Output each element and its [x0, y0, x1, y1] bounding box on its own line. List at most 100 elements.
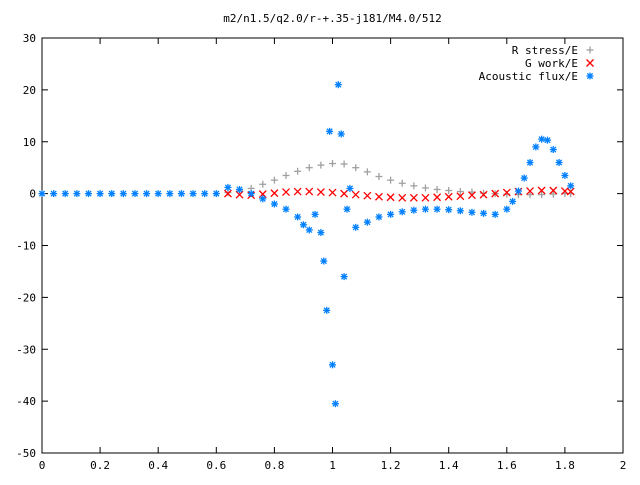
data-point [352, 223, 360, 231]
data-point [305, 187, 314, 196]
data-point [363, 218, 371, 226]
data-point [328, 188, 337, 197]
data-point [334, 81, 342, 89]
data-point [468, 208, 476, 216]
data-point [421, 184, 429, 192]
data-point [305, 164, 313, 172]
y-tick-label: -10 [16, 240, 36, 253]
data-point [343, 205, 351, 213]
data-point [270, 176, 278, 184]
x-tick-label: 2 [620, 459, 627, 472]
data-point [119, 190, 127, 198]
data-series [38, 81, 575, 408]
x-tick-label: 1 [329, 459, 336, 472]
data-point [317, 161, 325, 169]
data-point [177, 190, 185, 198]
data-point [398, 179, 406, 187]
x-tick-label: 1.2 [381, 459, 401, 472]
series-0 [224, 160, 575, 199]
data-point [282, 205, 290, 213]
data-point [294, 213, 302, 221]
data-point [323, 306, 331, 314]
data-point [555, 159, 563, 166]
x-tick-label: 0.6 [206, 459, 226, 472]
data-point [409, 193, 418, 202]
x-axis: 0 0.2 0.4 0.6 0.8 1 1.2 1.4 1.6 1.8 2 [39, 38, 627, 472]
data-point [566, 187, 575, 196]
series-2 [38, 81, 575, 408]
legend-label: G work/E [525, 57, 578, 70]
data-point [363, 191, 372, 200]
data-point [337, 130, 345, 138]
data-point [387, 210, 395, 218]
data-point [259, 195, 267, 203]
data-point [514, 187, 522, 195]
data-point [270, 200, 278, 208]
y-tick-label: -40 [16, 395, 36, 408]
data-point [108, 190, 116, 198]
data-point [316, 188, 325, 197]
y-tick-label: 30 [23, 32, 36, 45]
data-point [387, 176, 395, 184]
data-point [201, 190, 209, 198]
data-point [561, 171, 569, 179]
x-tick-label: 1.6 [497, 459, 517, 472]
legend-label: R stress/E [512, 44, 578, 57]
data-point [433, 205, 441, 213]
legend-marker [586, 72, 594, 80]
data-point [212, 190, 220, 198]
legend-label: Acoustic flux/E [479, 70, 578, 83]
data-point [311, 210, 319, 218]
data-point [329, 160, 336, 168]
data-point [491, 210, 499, 218]
data-point [270, 189, 279, 198]
data-point [317, 229, 325, 237]
y-tick-label: 20 [23, 84, 36, 97]
x-tick-label: 1.8 [555, 459, 575, 472]
data-point [456, 192, 465, 201]
data-point [340, 160, 348, 168]
data-point [433, 193, 442, 202]
data-point [143, 190, 151, 198]
x-tick-label: 0.8 [264, 459, 284, 472]
data-point [305, 226, 313, 234]
data-point [398, 208, 406, 216]
plot-frame [41, 37, 624, 454]
data-point [421, 205, 429, 213]
data-point [259, 180, 267, 188]
legend-marker [586, 59, 594, 67]
data-point [549, 190, 557, 198]
data-point [421, 193, 430, 202]
data-point [50, 190, 58, 198]
data-point [456, 188, 464, 196]
data-point [491, 189, 500, 198]
data-point [549, 186, 558, 195]
data-point [363, 168, 371, 176]
series-1 [223, 186, 575, 202]
data-point [526, 187, 534, 195]
y-tick-label: -30 [16, 343, 36, 356]
data-point [131, 190, 139, 198]
data-point [329, 361, 336, 369]
x-tick-label: 0.2 [90, 459, 110, 472]
data-point [444, 192, 453, 201]
data-point [538, 191, 546, 199]
data-point [467, 191, 476, 200]
data-point [96, 190, 104, 198]
data-point [479, 190, 488, 199]
data-point [294, 167, 302, 175]
data-point [351, 190, 360, 199]
data-point [503, 205, 511, 213]
data-point [340, 189, 349, 198]
x-tick-label: 1.4 [439, 459, 459, 472]
data-point [282, 171, 290, 179]
data-point [526, 191, 534, 199]
data-point [154, 190, 162, 198]
data-point [84, 190, 92, 198]
data-point [386, 193, 395, 202]
data-point [456, 207, 464, 215]
y-axis: -50 -40 -30 -20 -10 0 10 20 30 [16, 32, 623, 460]
data-point [282, 188, 290, 197]
